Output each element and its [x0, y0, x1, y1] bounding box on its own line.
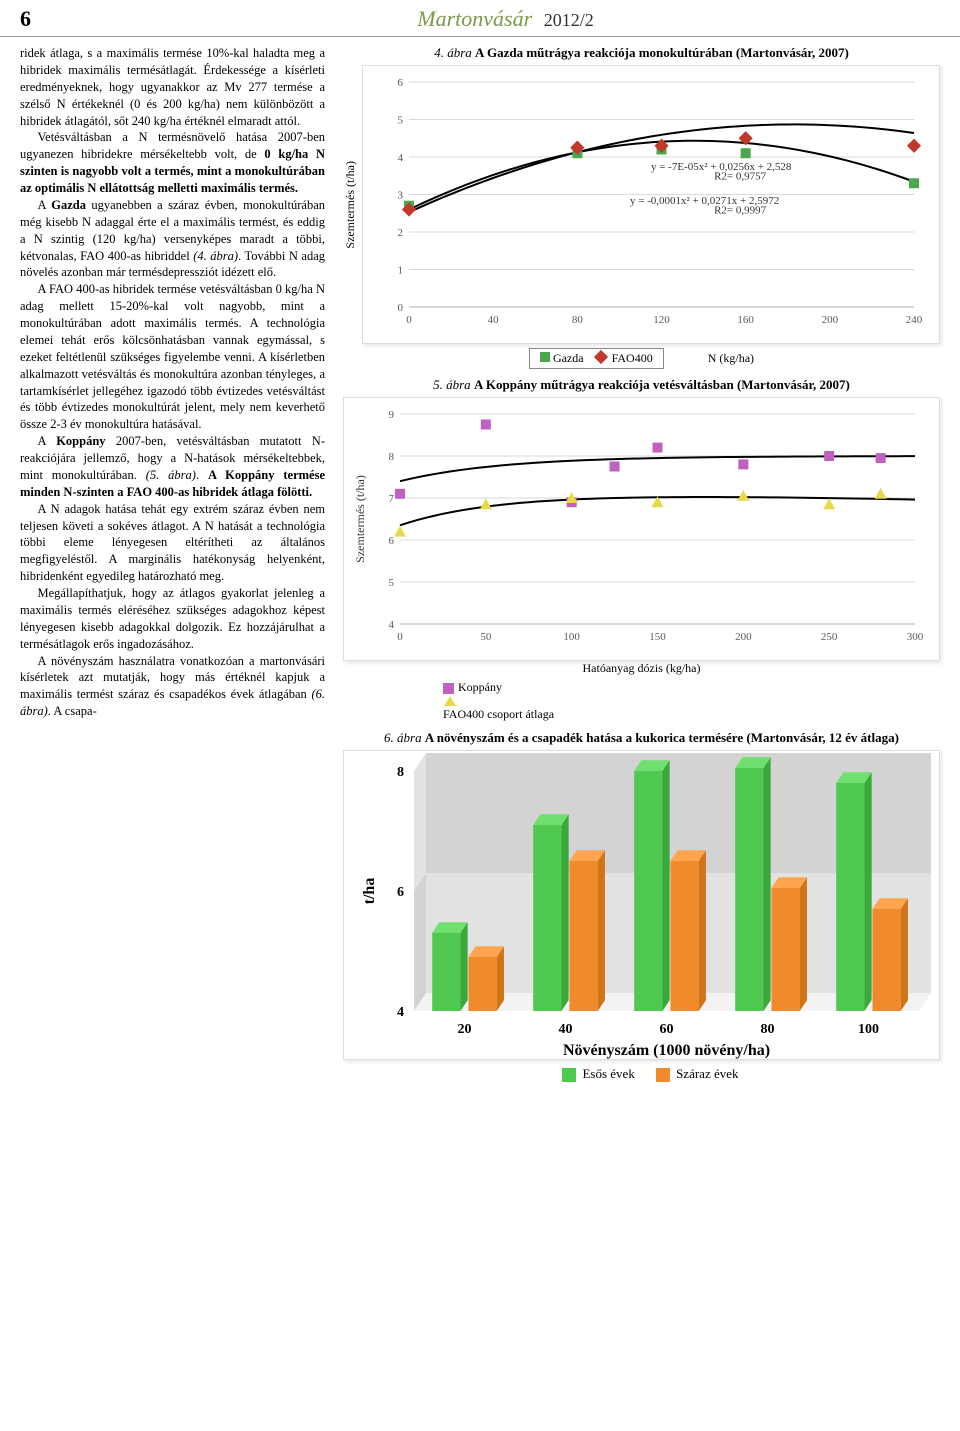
svg-text:250: 250: [821, 631, 838, 643]
svg-text:4: 4: [398, 152, 404, 164]
svg-text:8: 8: [397, 765, 404, 780]
fig6-legend: Esős évek Száraz évek: [343, 1066, 940, 1082]
page-header: 6 Martonvásár 2012/2: [0, 0, 960, 37]
page-number: 6: [20, 6, 31, 32]
fig4-chart-frame: 012345604080120160200240y = -7E-05x² + 0…: [362, 65, 940, 344]
svg-text:Növényszám (1000 növény/ha): Növényszám (1000 növény/ha): [563, 1042, 770, 1059]
fig4-y-axis-label: Szemtermés (t/ha): [343, 161, 358, 249]
fig4-legend-box: Gazda FAO400: [529, 348, 664, 369]
svg-text:200: 200: [735, 631, 752, 643]
svg-text:40: 40: [558, 1022, 572, 1037]
svg-text:6: 6: [389, 535, 395, 547]
fig5-x-axis-label: Hatóanyag dózis (kg/ha): [343, 661, 940, 676]
svg-text:t/ha: t/ha: [361, 878, 378, 905]
svg-text:2: 2: [398, 227, 404, 239]
figure-5-caption: 5. ábra A Koppány műtrágya reakciója vet…: [343, 377, 940, 393]
square-icon: [562, 1068, 576, 1082]
journal-name: Martonvásár: [417, 6, 532, 31]
figure-4-caption: 4. ábra A Gazda műtrágya reakciója monok…: [343, 45, 940, 61]
paragraph: ridek átlaga, s a maximális termése 10%-…: [20, 45, 325, 129]
svg-text:160: 160: [737, 314, 754, 326]
page-content: ridek átlaga, s a maximális termése 10%-…: [0, 37, 960, 1102]
figures-column: 4. ábra A Gazda műtrágya reakciója monok…: [343, 45, 940, 1082]
body-text-column: ridek átlaga, s a maximális termése 10%-…: [20, 45, 325, 1082]
paragraph: A FAO 400-as hibridek termése vetésváltá…: [20, 281, 325, 433]
fig6-chart: 4 6 8 t/ha 20 40 60 80 100 Növényszám (1000 növén…: [344, 751, 939, 1061]
svg-text:0: 0: [406, 314, 412, 326]
svg-text:100: 100: [563, 631, 580, 643]
square-icon: [656, 1068, 670, 1082]
svg-text:0: 0: [397, 631, 403, 643]
svg-text:0: 0: [398, 302, 404, 314]
svg-text:60: 60: [659, 1022, 673, 1037]
svg-text:8: 8: [389, 451, 395, 463]
fig4-x-axis-label: N (kg/ha): [708, 351, 754, 365]
fig4-chart: 012345604080120160200240y = -7E-05x² + 0…: [369, 72, 929, 337]
fig5-legend: Koppány FAO400 csoport átlaga: [443, 680, 940, 722]
svg-text:1: 1: [398, 265, 404, 277]
svg-text:5: 5: [389, 577, 395, 589]
svg-text:9: 9: [389, 409, 395, 421]
figure-6: 6. ábra A növényszám és a csapadék hatás…: [343, 730, 940, 1082]
paragraph: Megállapíthatjuk, hogy az átlagos gyakor…: [20, 585, 325, 653]
figure-6-caption: 6. ábra A növényszám és a csapadék hatás…: [343, 730, 940, 746]
paragraph: A Gazda ugyanebben a száraz évben, monok…: [20, 197, 325, 281]
svg-text:300: 300: [907, 631, 924, 643]
svg-text:100: 100: [858, 1022, 879, 1037]
svg-text:80: 80: [572, 314, 584, 326]
svg-text:6: 6: [398, 77, 404, 89]
svg-text:150: 150: [649, 631, 666, 643]
fig5-chart: 4 5 6 7 8 9 0 50 100 150 200 250 300 Szemtermés (t/ha…: [350, 404, 930, 654]
paragraph: A Koppány 2007-ben, vetésváltásban mutat…: [20, 433, 325, 501]
svg-text:80: 80: [760, 1022, 774, 1037]
paragraph: Vetésváltásban a N termésnövelő hatása 2…: [20, 129, 325, 197]
svg-text:R2= 0,9757: R2= 0,9757: [714, 171, 767, 183]
svg-text:7: 7: [389, 493, 395, 505]
square-icon: [443, 683, 454, 694]
diamond-icon: [594, 350, 608, 364]
paragraph: A növényszám használatra vonatkozóan a m…: [20, 653, 325, 721]
svg-text:Szemtermés (t/ha): Szemtermés (t/ha): [353, 475, 367, 563]
svg-text:5: 5: [398, 115, 404, 127]
svg-text:4: 4: [397, 1005, 404, 1020]
svg-text:40: 40: [488, 314, 500, 326]
svg-text:20: 20: [457, 1022, 471, 1037]
triangle-icon: [443, 695, 457, 707]
svg-text:R2= 0,9997: R2= 0,9997: [714, 204, 767, 216]
svg-text:50: 50: [480, 631, 492, 643]
svg-text:120: 120: [653, 314, 670, 326]
journal-issue: 2012/2: [544, 10, 594, 30]
svg-text:240: 240: [906, 314, 923, 326]
paragraph: A N adagok hatása tehát egy extrém szára…: [20, 501, 325, 585]
figure-5: 5. ábra A Koppány műtrágya reakciója vet…: [343, 377, 940, 722]
figure-4: 4. ábra A Gazda műtrágya reakciója monok…: [343, 45, 940, 369]
svg-text:6: 6: [397, 885, 404, 900]
svg-text:4: 4: [389, 619, 395, 631]
svg-text:3: 3: [398, 190, 404, 202]
journal-title: Martonvásár 2012/2: [71, 6, 940, 32]
fig6-chart-area: 4 6 8 t/ha 20 40 60 80 100 Növényszám (1000 növén…: [343, 750, 940, 1060]
fig5-chart-frame: 4 5 6 7 8 9 0 50 100 150 200 250 300 Szemtermés (t/ha…: [343, 397, 940, 661]
square-icon: [540, 352, 550, 362]
svg-text:200: 200: [822, 314, 839, 326]
